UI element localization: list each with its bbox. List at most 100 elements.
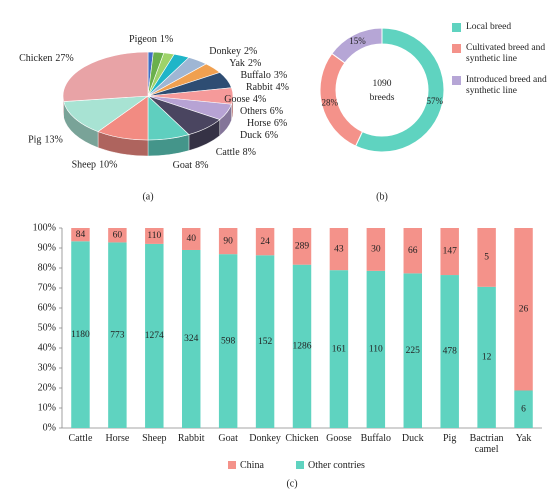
x-tick-label: Goose <box>326 433 352 444</box>
value-label: 773 <box>110 330 125 340</box>
bar-segment <box>440 228 459 276</box>
legend-swatch <box>452 44 461 53</box>
legend-swatch <box>452 76 461 85</box>
x-tick-label: Goat <box>218 433 238 444</box>
x-tick-label: Buffalo <box>360 433 392 444</box>
bar-segment <box>71 228 90 242</box>
value-label: 15% <box>349 36 366 46</box>
bar-segment <box>403 273 422 428</box>
legend-label: Local breed <box>466 22 512 32</box>
donut-segment <box>331 27 383 64</box>
value-label: 3% <box>274 70 287 81</box>
value-label: 24 <box>260 237 270 247</box>
legend-label: Other contries <box>308 460 365 471</box>
bar-segment <box>108 228 127 243</box>
value-label: 13% <box>44 135 62 146</box>
bar-segment <box>255 228 275 256</box>
caption: (b) <box>376 191 388 202</box>
value-label: 84 <box>76 230 86 240</box>
category-label: Horse <box>247 118 271 129</box>
value-label: 110 <box>147 231 161 241</box>
bar-segment <box>292 228 312 265</box>
slice-label: Rabbit 4% <box>246 82 289 93</box>
slice-label: Duck 6% <box>240 130 278 141</box>
bar-segment <box>477 228 496 287</box>
legend-label: China <box>240 460 264 471</box>
value-label: 4% <box>253 94 266 105</box>
legend-swatch <box>228 461 236 469</box>
bar-segment <box>145 228 164 244</box>
bar-segment <box>218 228 238 255</box>
bar-segment <box>514 390 533 428</box>
bar-segment <box>255 255 275 428</box>
value-label: 1286 <box>293 342 312 352</box>
x-tick-label: Pig <box>443 433 457 444</box>
value-label: 5 <box>484 253 489 263</box>
category-label: Pigeon <box>129 34 157 45</box>
y-tick-label: 60% <box>38 302 56 313</box>
x-tick-label: Cattle <box>68 433 93 444</box>
category-label: Others <box>240 106 267 117</box>
category-label: Goose <box>224 94 250 105</box>
value-label: 60 <box>113 230 123 240</box>
x-tick-label: Duck <box>401 433 424 444</box>
slice-label: Others 6% <box>240 106 283 117</box>
value-label: 8% <box>195 161 208 172</box>
y-tick-label: 80% <box>38 262 56 273</box>
value-label: 6% <box>265 130 278 141</box>
bar-segment <box>514 228 533 391</box>
value-label: 26 <box>519 304 529 314</box>
legend-item: Introduced breed and synthetic line <box>452 75 548 97</box>
bar-segment <box>182 228 201 250</box>
caption: (a) <box>142 191 153 202</box>
donut-segment <box>354 27 445 153</box>
slice-label: Pig 13% <box>28 135 63 146</box>
x-tick-label: Horse <box>105 433 130 444</box>
value-label: 289 <box>295 242 310 252</box>
value-label: 6% <box>270 106 283 117</box>
slice-label: Goose 4% <box>224 94 266 105</box>
bar-segment <box>403 228 422 274</box>
bar-segment <box>218 254 238 428</box>
category-label: Buffalo <box>240 70 270 81</box>
caption: (c) <box>286 478 297 489</box>
value-label: 1274 <box>145 331 164 341</box>
y-tick-label: 90% <box>38 242 56 253</box>
legend-label: Introduced breed and synthetic line <box>466 75 547 96</box>
bar-segment <box>366 228 386 271</box>
legend: Local breed Cultivated breed and syntheti… <box>452 22 548 107</box>
value-label: 110 <box>369 345 383 355</box>
category-label: Chicken <box>19 53 52 64</box>
category-label: Yak <box>229 58 245 69</box>
slice-label: Donkey 2% <box>209 46 257 57</box>
category-label: Goat <box>173 161 193 172</box>
value-label: 66 <box>408 246 418 256</box>
x-tick-label: Bactrian camel <box>469 433 504 455</box>
value-label: 152 <box>258 337 273 347</box>
bar-segment <box>366 270 386 428</box>
bar-segment <box>329 228 349 271</box>
value-label: 324 <box>184 334 199 344</box>
value-label: 28% <box>321 97 338 107</box>
value-label: 57% <box>426 96 443 106</box>
bar-segment <box>145 243 164 428</box>
value-label: 1% <box>160 34 173 45</box>
y-tick-label: 40% <box>38 342 56 353</box>
y-tick-label: 70% <box>38 282 56 293</box>
value-label: 12 <box>482 353 492 363</box>
slice-label: Buffalo 3% <box>240 70 287 81</box>
y-tick-label: 0% <box>43 422 56 433</box>
value-label: 6% <box>274 118 287 129</box>
bar-segment <box>440 275 459 428</box>
value-label: 4% <box>276 82 289 93</box>
legend-swatch <box>296 461 304 469</box>
value-label: 8% <box>243 147 256 158</box>
value-label: 90 <box>223 236 233 246</box>
bar-segment <box>329 270 349 428</box>
bar-segment <box>477 286 496 428</box>
x-tick-label: Chicken <box>285 433 319 444</box>
x-tick-label: Sheep <box>142 433 167 444</box>
category-label: Pig <box>28 135 41 146</box>
